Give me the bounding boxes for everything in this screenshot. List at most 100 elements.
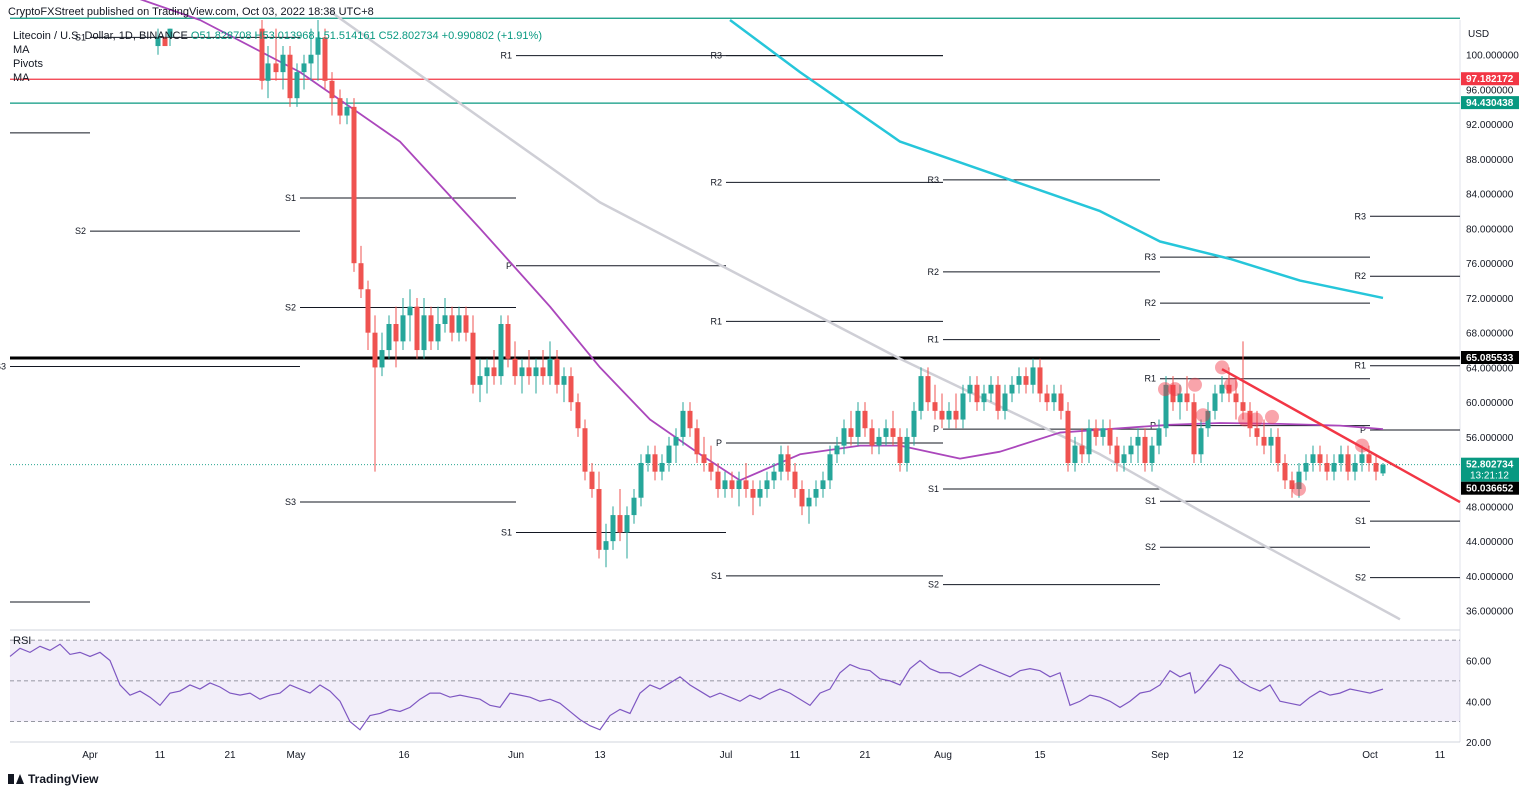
candle-body [645, 454, 651, 463]
candle-body [806, 497, 812, 507]
price-label-text: 65.085533 [1466, 353, 1514, 364]
candle-body [358, 263, 364, 290]
candle-body [834, 445, 840, 455]
candle-body [925, 376, 931, 403]
candle-body [1058, 393, 1064, 411]
candle-body [995, 384, 1001, 411]
candle-body [1366, 454, 1372, 463]
candle-body [918, 376, 924, 411]
candle-body [1233, 393, 1239, 403]
candle-body [1240, 402, 1246, 411]
candle-body [848, 428, 854, 437]
candle-body [1177, 393, 1183, 403]
y-tick-label: 68.000000 [1466, 329, 1514, 340]
rsi-label[interactable]: RSI [13, 635, 32, 647]
x-tick-label: 16 [398, 750, 410, 761]
candle-body [911, 410, 917, 437]
highlight-marker [1158, 382, 1172, 397]
candle-body [1128, 445, 1134, 455]
candle-body [435, 324, 441, 342]
footer-brand[interactable]: TradingView [8, 772, 98, 786]
candle-body [421, 315, 427, 351]
candle-body [519, 367, 525, 377]
candle-body [757, 489, 763, 498]
candle-body [617, 515, 623, 533]
x-tick-label: Jun [508, 750, 524, 761]
candle-body [743, 480, 749, 490]
pivot-label: P [1360, 425, 1366, 435]
candle-body [960, 393, 966, 420]
rsi-line [9, 643, 1384, 731]
candle-body [869, 428, 875, 446]
y-tick-label: 96.000000 [1466, 85, 1514, 96]
candle-body [1219, 384, 1225, 394]
pivot-label: R2 [927, 267, 939, 277]
rsi-tick-label: 60.00 [1466, 657, 1491, 668]
pivot-label: R1 [1144, 374, 1156, 384]
pivot-label: P [716, 438, 722, 448]
candle-body [1163, 384, 1169, 429]
candle-body [442, 315, 448, 324]
candle-body [729, 480, 735, 490]
candle-body [512, 358, 518, 377]
x-tick-label: 21 [859, 750, 871, 761]
y-tick-label: 48.000000 [1466, 502, 1514, 513]
highlight-marker [1168, 382, 1182, 397]
candle-body [407, 306, 413, 316]
candle-body [1065, 410, 1071, 463]
x-tick-label: 12 [1232, 750, 1244, 761]
candle-body [1156, 428, 1162, 446]
y-tick-label: 100.000000 [1466, 51, 1519, 62]
highlight-marker [1355, 438, 1369, 453]
candle-body [715, 471, 721, 490]
candle-body [280, 54, 286, 73]
pivot-label: R3 [1144, 252, 1156, 262]
candle-body [329, 80, 335, 99]
candle-body [946, 410, 952, 420]
price-label-bg [1461, 350, 1519, 364]
candle-body [1247, 410, 1253, 429]
indicator-ma-1[interactable]: MA [13, 44, 30, 56]
price-label-countdown: 13:21:12 [1470, 471, 1509, 482]
candle-body [1296, 471, 1302, 490]
price-label-bg [1461, 72, 1519, 86]
highlight-marker [1188, 377, 1202, 392]
x-tick-label: Apr [82, 750, 98, 761]
candle-body [778, 454, 784, 472]
candle-body [1359, 454, 1365, 463]
y-tick-label: 40.000000 [1466, 572, 1514, 583]
candle-body [687, 410, 693, 429]
candle-body [603, 541, 609, 550]
candle-body [1121, 454, 1127, 463]
candle-body [939, 410, 945, 420]
price-label-text: 94.430438 [1466, 98, 1514, 109]
candle-body [379, 350, 385, 368]
x-tick-label: 11 [1435, 750, 1446, 761]
pivot-label: R3 [927, 175, 939, 185]
y-tick-label: 80.000000 [1466, 224, 1514, 235]
x-tick-label: 11 [155, 750, 166, 761]
pivot-label: S1 [711, 571, 722, 581]
highlight-marker [1196, 408, 1210, 423]
indicator-pivots[interactable]: Pivots [13, 58, 43, 70]
y-tick-label: 76.000000 [1466, 259, 1514, 270]
candle-body [351, 106, 357, 264]
candle-body [694, 428, 700, 455]
candle-body [456, 315, 462, 333]
candle-body [167, 28, 173, 38]
y-tick-label: 36.000000 [1466, 607, 1514, 618]
candle-body [449, 315, 455, 333]
pivot-label: S2 [75, 226, 86, 236]
candle-body [526, 367, 532, 377]
candle-body [974, 384, 980, 403]
candle-body [1303, 462, 1309, 472]
pivot-label: S3 [0, 362, 6, 372]
candle-body [1079, 445, 1085, 455]
pivot-label: S1 [928, 484, 939, 494]
x-tick-label: 21 [224, 750, 236, 761]
candle-body [1310, 454, 1316, 463]
price-label-text: 52.802734 [1466, 460, 1514, 471]
candle-body [1086, 428, 1092, 455]
indicator-ma-2[interactable]: MA [13, 72, 30, 84]
